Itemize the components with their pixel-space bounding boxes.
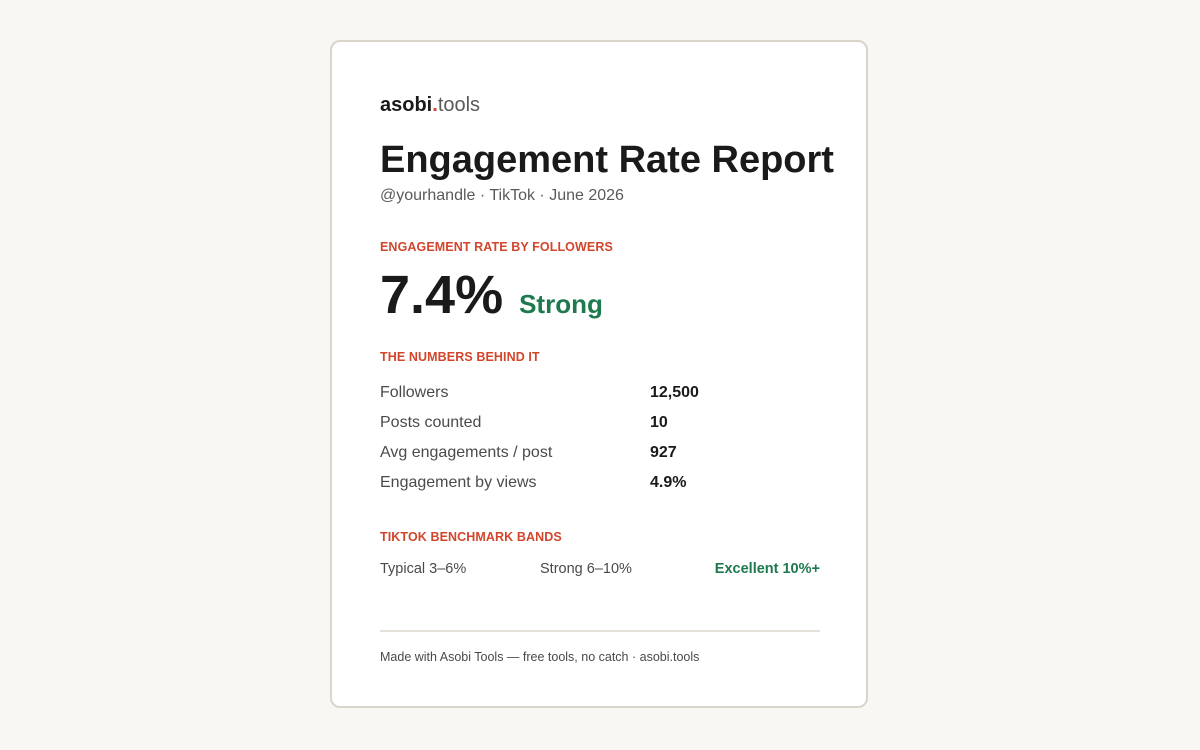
engagement-rate-row: 7.4% Strong xyxy=(380,264,603,326)
brand-name: asobi xyxy=(380,94,433,116)
report-title: Engagement Rate Report xyxy=(380,139,834,181)
stat-row-engagement-by-views: Engagement by views 4.9% xyxy=(380,468,820,498)
stat-label: Engagement by views xyxy=(380,474,537,491)
stat-value: 12,500 xyxy=(650,384,699,401)
brand-tld: tools xyxy=(437,94,481,116)
footer-text: Made with Asobi Tools — free tools, no c… xyxy=(380,650,700,664)
engagement-section-label: ENGAGEMENT RATE BY FOLLOWERS xyxy=(380,240,613,254)
stat-value: 4.9% xyxy=(650,474,687,491)
footer-divider xyxy=(380,630,820,632)
engagement-rate-value: 7.4% xyxy=(380,265,504,325)
stat-row-followers: Followers 12,500 xyxy=(380,378,820,408)
band-excellent: Excellent 10%+ xyxy=(714,561,820,577)
report-subtitle: @yourhandle · TikTok · June 2026 xyxy=(380,187,624,204)
numbers-section-label: THE NUMBERS BEHIND IT xyxy=(380,350,540,364)
band-typical: Typical 3–6% xyxy=(380,561,467,577)
report-card: asobi.tools Engagement Rate Report @your… xyxy=(330,40,868,708)
engagement-verdict: Strong xyxy=(519,289,603,319)
stat-label: Avg engagements / post xyxy=(380,444,553,461)
stat-label: Followers xyxy=(380,384,449,401)
brand-logo: asobi.tools xyxy=(380,93,480,117)
benchmark-bands: Typical 3–6% Strong 6–10% Excellent 10%+ xyxy=(380,559,820,579)
stat-row-posts-counted: Posts counted 10 xyxy=(380,408,820,438)
stat-label: Posts counted xyxy=(380,414,482,431)
stat-value: 10 xyxy=(650,414,668,431)
brand-dot: . xyxy=(432,94,438,116)
stat-row-avg-engagements: Avg engagements / post 927 xyxy=(380,438,820,468)
stat-value: 927 xyxy=(650,444,677,461)
stats-list: Followers 12,500 Posts counted 10 Avg en… xyxy=(380,378,820,498)
report-content: asobi.tools Engagement Rate Report @your… xyxy=(380,42,834,706)
benchmarks-section-label: TIKTOK BENCHMARK BANDS xyxy=(380,530,562,544)
band-strong: Strong 6–10% xyxy=(540,561,632,577)
